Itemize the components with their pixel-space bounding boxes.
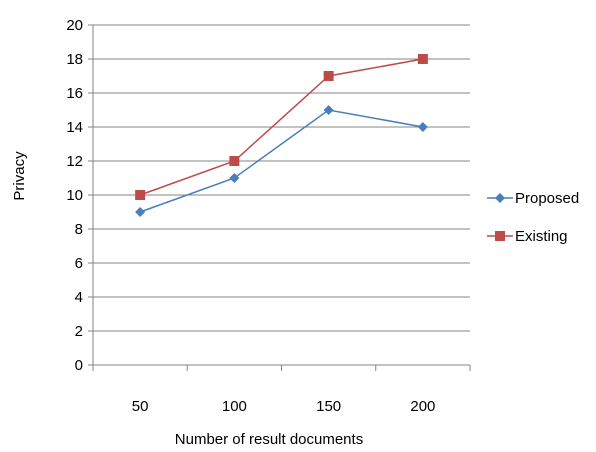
data-point: [417, 122, 428, 132]
y-tick-label: 6: [75, 255, 83, 272]
x-tick-label: 200: [410, 398, 435, 415]
series: [135, 54, 428, 217]
x-tick-label: 100: [222, 398, 247, 415]
series-line: [139, 58, 424, 196]
data-point: [135, 207, 146, 217]
legend-label: Proposed: [515, 190, 579, 207]
x-axis-title: Number of result documents: [175, 431, 363, 448]
y-tick-label: 2: [75, 323, 83, 340]
data-point: [135, 190, 146, 200]
legend-label: Existing: [515, 228, 568, 245]
legend-marker: [495, 193, 505, 203]
data-point: [323, 105, 334, 115]
y-tick-label: 10: [66, 187, 83, 204]
data-point: [323, 71, 334, 81]
legend-item: Existing: [487, 228, 568, 245]
legend-item: Proposed: [487, 190, 579, 207]
y-tick-label: 18: [66, 51, 83, 68]
y-tick-label: 20: [66, 17, 83, 34]
y-tick-labels: 0 2 4 6 8 10 12 14 16 18 20: [66, 17, 83, 374]
gridlines: [93, 24, 470, 332]
y-tick-label: 8: [75, 221, 83, 238]
y-axis-title: Privacy: [11, 151, 28, 201]
data-point: [229, 156, 240, 166]
legend: Proposed Existing: [487, 190, 579, 245]
x-tick-label: 50: [132, 398, 149, 415]
series-existing: [135, 54, 428, 200]
y-tick-label: 0: [75, 357, 83, 374]
data-point: [229, 173, 240, 183]
x-tick-labels: 50 100 150 200: [132, 398, 436, 415]
series-proposed: [135, 105, 428, 217]
x-tick-label: 150: [316, 398, 341, 415]
axes: [88, 24, 471, 371]
y-tick-label: 4: [75, 289, 83, 306]
y-tick-label: 14: [66, 119, 83, 136]
y-tick-label: 16: [66, 85, 83, 102]
data-point: [417, 54, 428, 64]
y-tick-label: 12: [66, 153, 83, 170]
series-line: [139, 109, 424, 213]
legend-marker: [495, 231, 505, 241]
